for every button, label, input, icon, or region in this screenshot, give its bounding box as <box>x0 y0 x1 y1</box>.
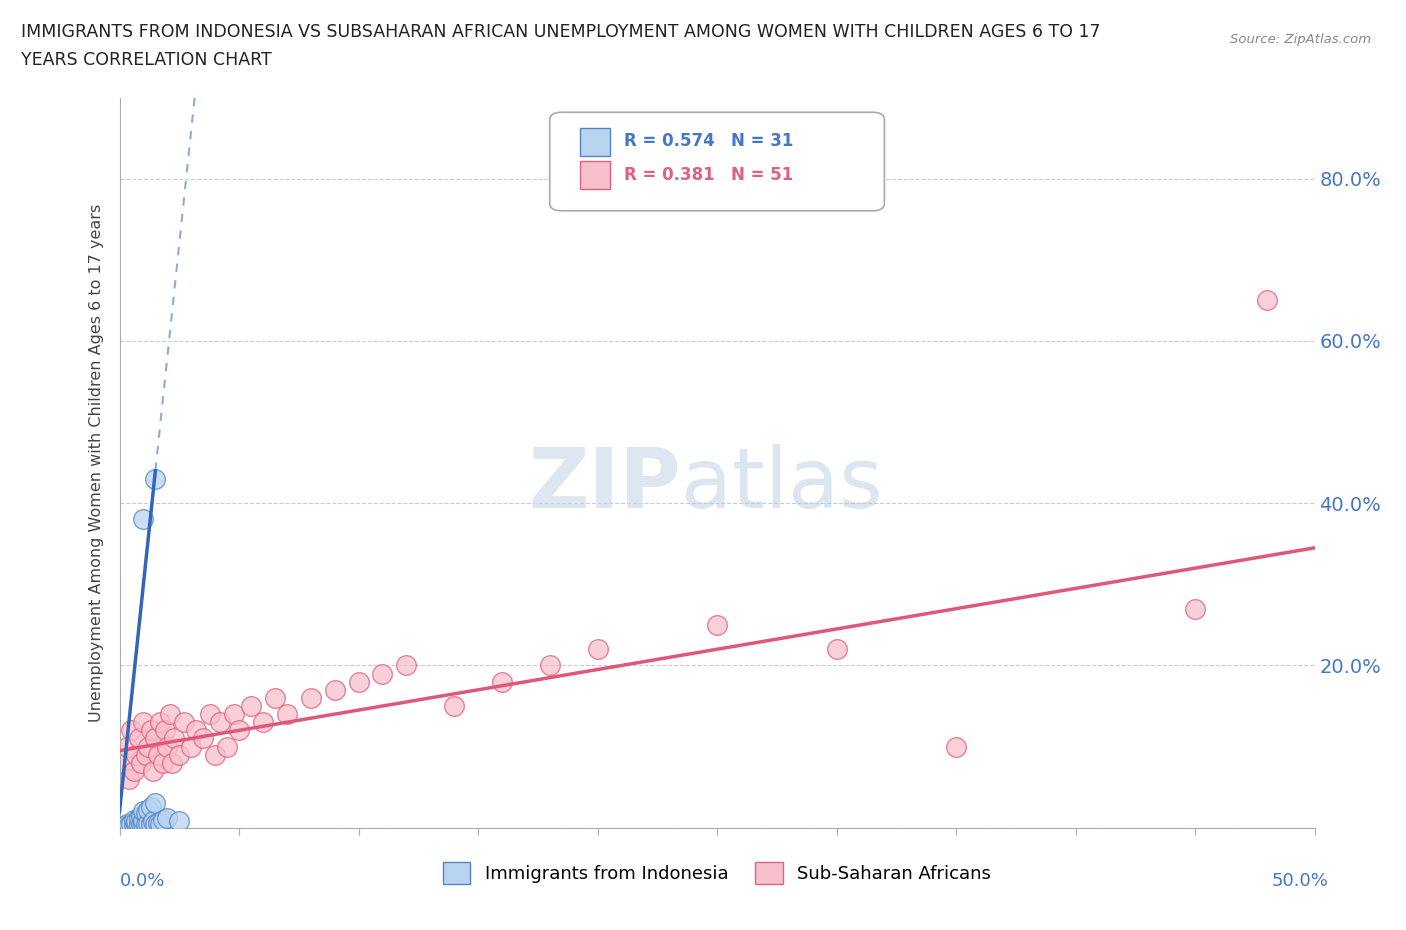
Point <box>371 666 394 681</box>
Point <box>204 748 226 763</box>
FancyBboxPatch shape <box>579 161 610 189</box>
Point <box>121 723 143 737</box>
Text: IMMIGRANTS FROM INDONESIA VS SUBSAHARAN AFRICAN UNEMPLOYMENT AMONG WOMEN WITH CH: IMMIGRANTS FROM INDONESIA VS SUBSAHARAN … <box>21 23 1101 41</box>
Point <box>129 817 152 831</box>
Point <box>152 812 174 827</box>
Y-axis label: Unemployment Among Women with Children Ages 6 to 17 years: Unemployment Among Women with Children A… <box>89 204 104 722</box>
Point <box>1256 293 1278 308</box>
Text: 0.0%: 0.0% <box>120 872 165 890</box>
Point <box>139 817 162 831</box>
Point <box>173 715 195 730</box>
Point <box>825 642 848 657</box>
Text: atlas: atlas <box>682 445 883 525</box>
Point <box>239 698 263 713</box>
Point <box>128 811 150 826</box>
Point <box>276 707 298 722</box>
Point <box>169 748 191 763</box>
Point <box>118 817 141 832</box>
Point <box>139 723 162 737</box>
Point <box>132 804 155 819</box>
Point <box>538 658 561 673</box>
Point <box>299 690 322 705</box>
Point <box>184 723 207 737</box>
Point <box>169 814 191 829</box>
Point <box>125 814 148 829</box>
Point <box>139 800 162 815</box>
Point <box>146 748 169 763</box>
Point <box>121 817 143 831</box>
Point <box>152 755 174 770</box>
Point <box>149 817 172 831</box>
Point <box>153 723 176 737</box>
Point <box>945 739 967 754</box>
Point <box>115 817 138 832</box>
Point <box>347 674 370 689</box>
Point <box>136 816 159 830</box>
Point <box>146 816 169 830</box>
Point <box>132 715 155 730</box>
Point <box>142 764 165 778</box>
Text: ZIP: ZIP <box>529 445 682 525</box>
Point <box>264 690 287 705</box>
Point <box>125 748 148 763</box>
Point <box>160 755 183 770</box>
Point <box>1184 602 1206 617</box>
Point <box>191 731 215 746</box>
Point <box>145 796 166 811</box>
FancyBboxPatch shape <box>579 128 610 156</box>
Point <box>136 803 159 817</box>
Point <box>122 817 145 832</box>
Legend: Immigrants from Indonesia, Sub-Saharan Africans: Immigrants from Indonesia, Sub-Saharan A… <box>436 856 998 892</box>
Point <box>217 739 239 754</box>
Point <box>149 715 172 730</box>
Point <box>132 512 155 527</box>
Point <box>156 739 179 754</box>
Point <box>132 812 155 827</box>
Text: R = 0.574: R = 0.574 <box>624 132 714 151</box>
Point <box>586 642 609 657</box>
Text: N = 51: N = 51 <box>731 166 793 184</box>
Point <box>122 812 145 827</box>
Text: YEARS CORRELATION CHART: YEARS CORRELATION CHART <box>21 51 271 69</box>
Point <box>112 818 135 833</box>
Text: N = 31: N = 31 <box>731 132 794 151</box>
Point <box>128 731 150 746</box>
Point <box>200 707 222 722</box>
Point <box>145 731 166 746</box>
Point <box>443 698 465 713</box>
Point <box>156 811 179 826</box>
Point <box>129 808 152 823</box>
Point <box>180 739 202 754</box>
Point <box>159 707 181 722</box>
Point <box>132 817 155 832</box>
Point <box>118 772 141 787</box>
Point <box>112 755 135 770</box>
Point <box>208 715 231 730</box>
FancyBboxPatch shape <box>550 113 884 211</box>
Text: 50.0%: 50.0% <box>1272 872 1329 890</box>
Point <box>252 715 274 730</box>
Point <box>491 674 513 689</box>
Point <box>115 739 138 754</box>
Point <box>323 683 346 698</box>
Point <box>136 739 159 754</box>
Point <box>145 472 166 486</box>
Point <box>228 723 250 737</box>
Point <box>129 755 152 770</box>
Point <box>135 805 157 820</box>
Text: Source: ZipAtlas.com: Source: ZipAtlas.com <box>1230 33 1371 46</box>
Point <box>122 764 145 778</box>
Point <box>128 817 150 831</box>
Point <box>395 658 418 673</box>
Point <box>135 748 157 763</box>
Point <box>163 731 186 746</box>
Point <box>224 707 246 722</box>
Point <box>145 817 166 831</box>
Point <box>142 814 165 829</box>
Point <box>125 817 148 832</box>
Point <box>706 618 728 632</box>
Text: R = 0.381: R = 0.381 <box>624 166 714 184</box>
Point <box>135 817 157 831</box>
